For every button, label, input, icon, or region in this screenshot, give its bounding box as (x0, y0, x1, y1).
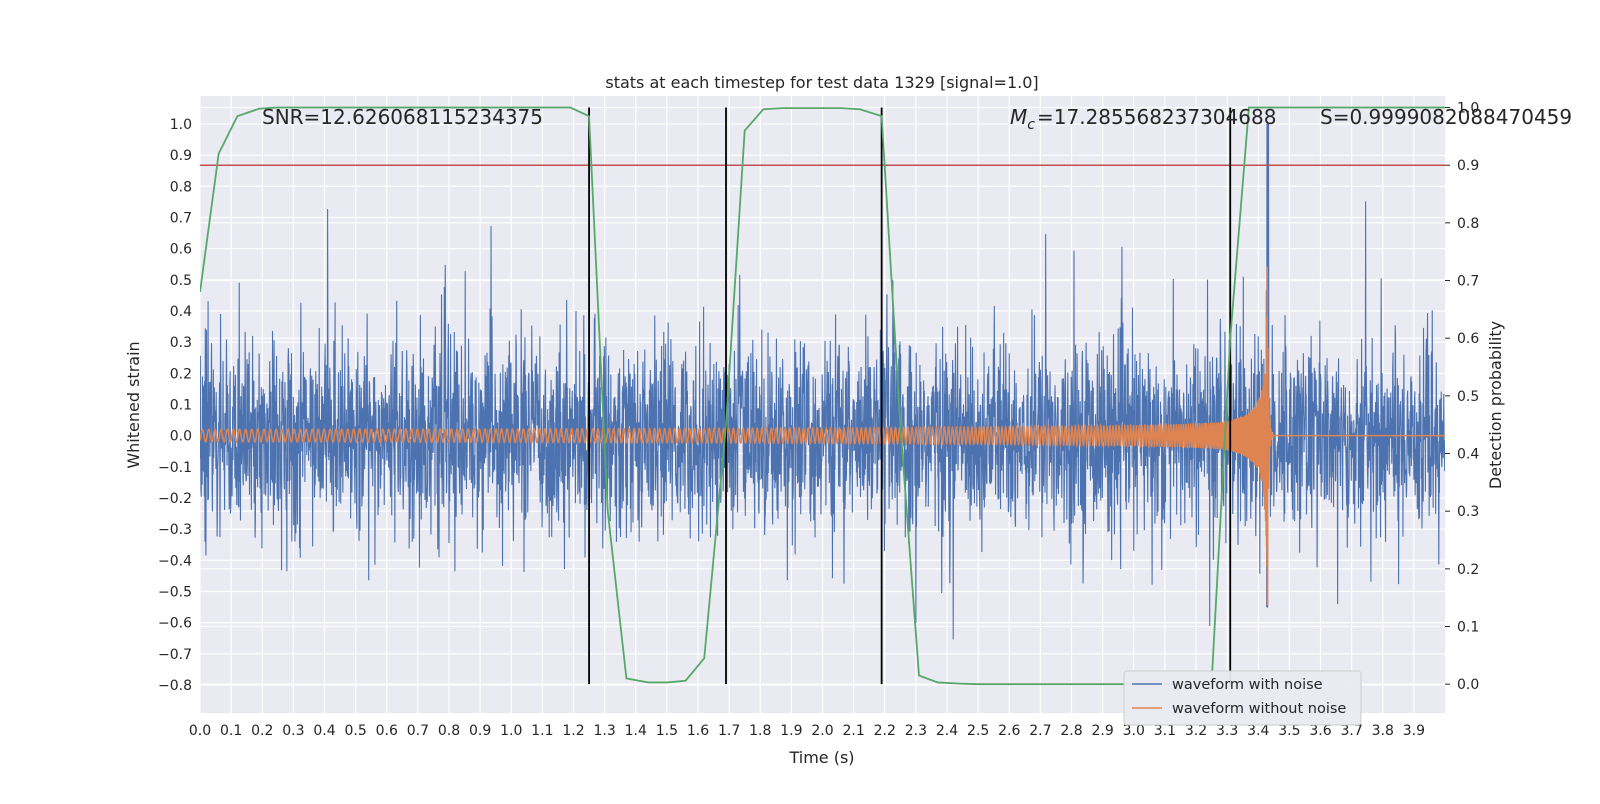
legend: waveform with noise waveform without noi… (1123, 670, 1362, 726)
y-left-tick-label: 0.2 (170, 366, 192, 382)
y-right-tick-label: 0.3 (1457, 504, 1479, 520)
y-right-tick-label: 0.8 (1457, 216, 1479, 232)
plot-series-group (200, 106, 1445, 686)
x-tick-label: 1.4 (625, 723, 647, 739)
y-axis-label-right: Detection probability (1486, 321, 1505, 489)
x-tick-label: 3.9 (1403, 723, 1425, 739)
x-tick-label: 2.0 (811, 723, 833, 739)
legend-label-clean: waveform without noise (1172, 701, 1346, 717)
y-left-tick-label: −0.1 (158, 460, 192, 476)
x-tick-label: 1.0 (500, 723, 522, 739)
series-detection-probability (200, 106, 1445, 686)
legend-label-noisy: waveform with noise (1172, 677, 1323, 693)
x-tick-label: 0.0 (189, 723, 211, 739)
x-tick-label: 2.2 (874, 723, 896, 739)
y-left-tick-label: 0.5 (170, 273, 192, 289)
x-tick-label: 2.9 (1091, 723, 1113, 739)
x-tick-label: 3.6 (1309, 723, 1331, 739)
x-axis-label: Time (s) (788, 748, 854, 767)
y-right-tick-label: 0.0 (1457, 677, 1479, 693)
y-left-tick-label: 1.0 (170, 117, 192, 133)
y-left-tick-label: 0.1 (170, 398, 192, 414)
x-tick-label: 1.5 (656, 723, 678, 739)
detection-probability-line (200, 106, 1445, 686)
y-left-tick-label: −0.8 (158, 678, 192, 694)
x-tick-label: 2.7 (1029, 723, 1051, 739)
x-tick-label: 2.6 (998, 723, 1020, 739)
y-left-tick-label: −0.6 (158, 616, 192, 632)
x-tick-label: 3.1 (1154, 723, 1176, 739)
x-tick-label: 3.7 (1340, 723, 1362, 739)
x-tick-label: 0.4 (313, 723, 335, 739)
y-right-tick-label: 0.9 (1457, 158, 1479, 174)
detection-markers (588, 107, 1232, 685)
mc-annotation: =17.285568237304688 (1037, 105, 1276, 129)
x-tick-label: 1.3 (593, 723, 615, 739)
y-right-tick-label: 0.1 (1457, 620, 1479, 636)
x-tick-label: 2.4 (936, 723, 958, 739)
y-right-tick-label: 0.4 (1457, 447, 1479, 463)
y-right-tick-label: 1.0 (1457, 101, 1479, 117)
x-tick-label: 0.3 (282, 723, 304, 739)
x-tick-label: 3.4 (1247, 723, 1269, 739)
x-tick-label: 0.7 (407, 723, 429, 739)
x-tick-label: 2.3 (905, 723, 927, 739)
y-left-tick-label: −0.7 (158, 647, 192, 663)
y-right-tick-label: 0.6 (1457, 331, 1479, 347)
x-tick-label: 0.1 (220, 723, 242, 739)
chart-title: stats at each timestep for test data 132… (605, 73, 1038, 92)
s-annotation: S=0.9999082088470459 (1320, 105, 1572, 129)
y-left-tick-label: 0.3 (170, 335, 192, 351)
y-left-tick-label: −0.3 (158, 522, 192, 538)
x-tick-label: 2.5 (967, 723, 989, 739)
y-right-tick-label: 0.5 (1457, 389, 1479, 405)
x-tick-label: 1.9 (780, 723, 802, 739)
y-axis-label-left: Whitened strain (124, 341, 143, 468)
x-tick-label: 1.2 (562, 723, 584, 739)
x-tick-label: 1.8 (749, 723, 771, 739)
x-tick-label: 0.5 (344, 723, 366, 739)
x-tick-label: 2.1 (842, 723, 864, 739)
x-tick-label: 0.9 (469, 723, 491, 739)
x-tick-label: 0.2 (251, 723, 273, 739)
y-left-tick-label: 0.0 (170, 429, 192, 445)
y-left-tick-label: −0.5 (158, 584, 192, 600)
y-right-tick-label: 0.7 (1457, 274, 1479, 290)
waveform-without-noise-line (200, 266, 1445, 606)
x-tick-label: 1.6 (687, 723, 709, 739)
y-right-tick-labels: 0.0 0.1 0.2 0.3 0.4 0.5 0.6 0.7 0.8 0.9 1.0 (1445, 101, 1479, 693)
y-left-tick-label: 0.6 (170, 242, 192, 258)
snr-annotation: SNR=12.626068115234375 (262, 105, 543, 129)
x-tick-label: 2.8 (1060, 723, 1082, 739)
x-tick-label: 3.2 (1185, 723, 1207, 739)
series-waveform-without-noise (200, 266, 1445, 606)
x-tick-labels: 0.0 0.1 0.2 0.3 0.4 0.5 0.6 0.7 0.8 0.9 1.0 1.1 1.2 1… (189, 723, 1425, 739)
y-left-tick-label: 0.9 (170, 148, 192, 164)
legend-box (1123, 670, 1362, 726)
x-tick-label: 1.1 (531, 723, 553, 739)
y-left-tick-label: −0.2 (158, 491, 192, 507)
y-left-tick-label: −0.4 (158, 553, 192, 569)
x-tick-label: 3.5 (1278, 723, 1300, 739)
y-right-tick-label: 0.2 (1457, 562, 1479, 578)
x-tick-label: 3.3 (1216, 723, 1238, 739)
y-left-tick-label: 0.7 (170, 211, 192, 227)
x-tick-label: 3.0 (1123, 723, 1145, 739)
y-left-tick-label: 0.4 (170, 304, 192, 320)
x-tick-label: 3.8 (1372, 723, 1394, 739)
x-tick-label: 1.7 (718, 723, 740, 739)
y-left-tick-label: 0.8 (170, 179, 192, 195)
x-tick-label: 0.8 (438, 723, 460, 739)
x-tick-label: 0.6 (376, 723, 398, 739)
y-left-tick-labels: −0.8 −0.7 −0.6 −0.5 −0.4 −0.3 −0.2 −0.1 0.0 0.1 0.… (158, 117, 192, 694)
